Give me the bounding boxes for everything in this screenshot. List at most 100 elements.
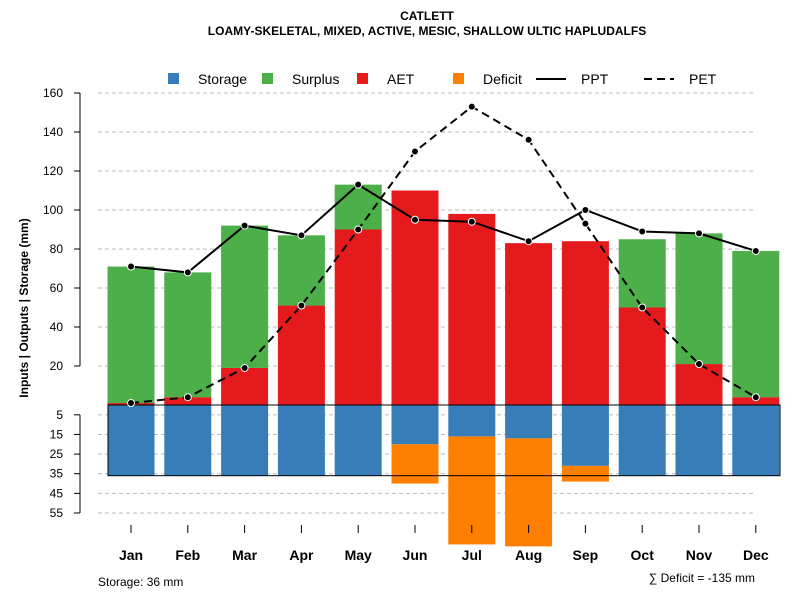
aet-bar-jul: [448, 213, 496, 405]
ppt-point-aug: [524, 237, 533, 246]
storage-bar-aug: [505, 405, 553, 439]
storage-bar-apr: [277, 405, 325, 476]
y-tick-label-upper-60: 60: [50, 281, 64, 295]
ppt-point-mar: [240, 221, 249, 230]
pet-point-mar: [240, 363, 249, 372]
y-tick-label-upper-100: 100: [43, 203, 63, 217]
x-tick-label-oct: Oct: [631, 547, 655, 563]
aet-bar-aug: [505, 243, 553, 405]
y-axis-label: Inputs | Outputs | Storage (mm): [17, 218, 31, 397]
y-tick-label-upper-80: 80: [50, 242, 64, 256]
deficit-bar-sep: [561, 465, 609, 482]
ppt-point-apr: [297, 231, 306, 240]
ppt-line: [130, 183, 757, 274]
aet-bar-oct: [618, 307, 666, 405]
x-tick-label-sep: Sep: [573, 547, 599, 563]
legend-label-surplus: Surplus: [292, 71, 339, 87]
y-tick-label-lower-45: 45: [50, 486, 64, 500]
storage-bar-dec: [732, 405, 780, 476]
storage-note: Storage: 36 mm: [98, 575, 183, 589]
x-tick-label-mar: Mar: [232, 547, 257, 563]
x-tick-label-jan: Jan: [119, 547, 143, 563]
deficit-bar-jun: [391, 444, 439, 484]
x-tick-label-jul: Jul: [462, 547, 482, 563]
storage-bar-mar: [221, 405, 269, 476]
aet-bar-jun: [391, 190, 439, 405]
aet-bar-mar: [221, 367, 269, 405]
x-tick-label-jun: Jun: [403, 547, 428, 563]
axes: 20 40 60 80 100 120 140 160 5 15 25 35 45 55 Jan Feb Mar…: [43, 86, 769, 563]
surplus-bar-nov: [675, 233, 723, 365]
y-tick-label-upper-120: 120: [43, 164, 63, 178]
deficit-note: ∑ Deficit = -135 mm: [649, 571, 755, 585]
storage-bar-nov: [675, 405, 723, 476]
storage-bar-oct: [618, 405, 666, 476]
y-tick-label-lower-25: 25: [50, 447, 64, 461]
legend-label-pet: PET: [689, 71, 717, 87]
surplus-bar-oct: [618, 239, 666, 308]
storage-bar-sep: [561, 405, 609, 466]
storage-bar-jun: [391, 405, 439, 445]
legend-label-aet: AET: [387, 71, 415, 87]
ppt-point-may: [354, 180, 363, 189]
y-tick-label-lower-55: 55: [50, 506, 64, 520]
y-tick-label-upper-20: 20: [50, 359, 64, 373]
y-tick-label-lower-5: 5: [56, 408, 63, 422]
storage-bar-may: [334, 405, 382, 476]
x-tick-label-dec: Dec: [743, 547, 769, 563]
legend-swatch-aet: [357, 73, 368, 84]
x-tick-label-nov: Nov: [686, 547, 713, 563]
ppt-point-sep: [581, 206, 590, 214]
y-tick-label-lower-35: 35: [50, 467, 64, 481]
aet-bar-may: [334, 229, 382, 405]
pet-point-jun: [411, 147, 419, 156]
legend-label-deficit: Deficit: [483, 71, 522, 87]
legend: Storage Surplus AET Deficit PPT PET: [168, 71, 717, 87]
surplus-bar-mar: [221, 225, 269, 368]
lines: [127, 102, 760, 408]
y-tick-label-upper-160: 160: [43, 86, 63, 100]
surplus-bar-jan: [107, 266, 155, 404]
x-tick-label-apr: Apr: [289, 547, 314, 563]
x-tick-label-feb: Feb: [175, 547, 200, 563]
surplus-bar-apr: [277, 235, 325, 306]
legend-label-storage: Storage: [198, 71, 247, 87]
pet-point-oct: [638, 303, 647, 312]
pet-line: [130, 105, 757, 405]
pet-point-may: [354, 225, 363, 234]
legend-swatch-surplus: [262, 73, 273, 84]
x-tick-label-may: May: [345, 547, 372, 563]
surplus-bar-feb: [164, 272, 212, 398]
ppt-point-jan: [127, 262, 135, 271]
pet-point-apr: [297, 301, 306, 310]
legend-label-ppt: PPT: [581, 71, 609, 87]
chart-subtitle: LOAMY-SKELETAL, MIXED, ACTIVE, MESIC, SH…: [208, 24, 646, 38]
aet-bar-sep: [561, 241, 609, 405]
pet-point-jan: [127, 399, 135, 408]
pet-point-aug: [524, 135, 533, 144]
y-tick-label-upper-40: 40: [50, 320, 64, 334]
ppt-point-nov: [695, 229, 703, 238]
aet-bar-nov: [675, 364, 723, 405]
ppt-point-jul: [467, 217, 476, 226]
surplus-bar-dec: [732, 250, 780, 398]
ppt-point-jun: [411, 215, 419, 224]
storage-capacity-box: [107, 404, 781, 477]
ppt-point-feb: [183, 268, 192, 277]
bars: [107, 184, 780, 547]
aet-bar-apr: [277, 305, 325, 405]
legend-swatch-deficit: [453, 73, 464, 84]
pet-point-sep: [581, 219, 590, 228]
legend-swatch-storage: [168, 73, 179, 84]
x-tick-label-aug: Aug: [515, 547, 542, 563]
ppt-point-oct: [638, 227, 647, 236]
y-tick-label-upper-140: 140: [43, 125, 63, 139]
chart-title: CATLETT: [400, 9, 454, 23]
storage-bar-jul: [448, 405, 496, 437]
storage-frame: [107, 404, 781, 477]
ppt-point-dec: [751, 246, 760, 255]
pet-point-nov: [695, 360, 703, 369]
pet-point-feb: [183, 393, 192, 402]
pet-point-jul: [467, 102, 476, 111]
